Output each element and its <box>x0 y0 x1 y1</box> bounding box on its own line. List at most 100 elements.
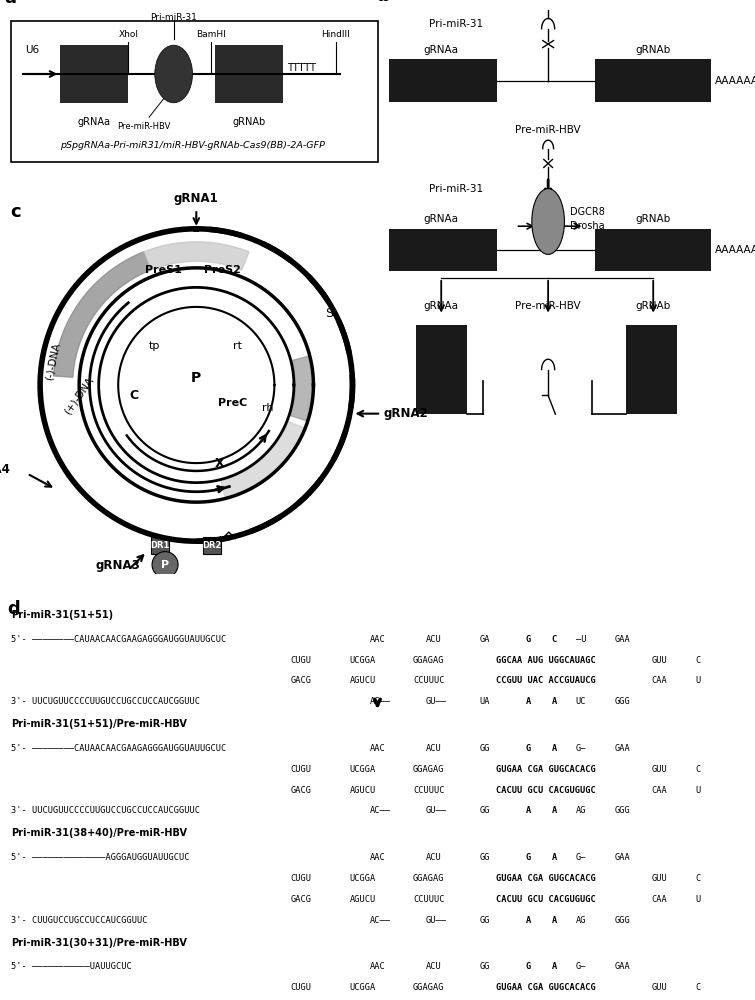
Text: –U: –U <box>576 635 587 644</box>
Polygon shape <box>221 421 305 498</box>
Text: gRNAb: gRNAb <box>636 45 671 55</box>
Text: PreC: PreC <box>218 398 248 408</box>
Text: CUGU: CUGU <box>290 983 311 992</box>
Text: AC––: AC–– <box>370 916 391 925</box>
Text: UA: UA <box>479 697 490 706</box>
Text: CCUUUC: CCUUUC <box>413 676 445 685</box>
Text: GGG: GGG <box>615 916 630 925</box>
Text: Pri-miR-31: Pri-miR-31 <box>150 13 197 22</box>
Text: ACU: ACU <box>426 962 442 971</box>
Text: A: A <box>525 916 531 925</box>
Text: gRNA3: gRNA3 <box>96 559 140 572</box>
Text: ACU: ACU <box>426 635 442 644</box>
Text: ACU: ACU <box>426 853 442 862</box>
Text: CCUUUC: CCUUUC <box>413 895 445 904</box>
Text: CUGU: CUGU <box>290 765 311 774</box>
Text: AAC: AAC <box>370 853 386 862</box>
Text: Pre-miR-HBV: Pre-miR-HBV <box>117 122 170 131</box>
Text: rh: rh <box>262 403 273 413</box>
Text: A: A <box>551 916 556 925</box>
Bar <box>389 229 498 271</box>
Text: GA: GA <box>479 635 490 644</box>
Text: AAAAAA: AAAAAA <box>715 76 755 86</box>
Text: A: A <box>551 962 556 971</box>
Text: Pri-miR-31(51+51): Pri-miR-31(51+51) <box>11 610 113 620</box>
Text: 3'- UUCUGUUCCCCUUGUCCUGCCUCCAUCGGUUC: 3'- UUCUGUUCCCCUUGUCCUGCCUCCAUCGGUUC <box>11 697 200 706</box>
Text: GAA: GAA <box>615 744 630 753</box>
Circle shape <box>152 552 178 578</box>
Text: S: S <box>325 307 333 320</box>
Text: d: d <box>8 600 20 618</box>
Bar <box>416 325 467 414</box>
FancyBboxPatch shape <box>151 537 169 554</box>
Text: c: c <box>10 203 21 221</box>
Text: b: b <box>378 0 390 5</box>
Text: pSpgRNAa-Pri-miR31/miR-HBV-gRNAb-Cas9(BB)-2A-GFP: pSpgRNAa-Pri-miR31/miR-HBV-gRNAb-Cas9(BB… <box>60 141 325 150</box>
Text: A: A <box>551 806 556 815</box>
Text: GUU: GUU <box>652 765 667 774</box>
Text: gRNAb: gRNAb <box>636 214 671 224</box>
Text: GGG: GGG <box>615 806 630 815</box>
Text: gRNA2: gRNA2 <box>384 407 429 420</box>
Ellipse shape <box>532 189 565 254</box>
Text: C: C <box>551 635 556 644</box>
Text: CUGU: CUGU <box>290 656 311 665</box>
Text: Pri-miR-31: Pri-miR-31 <box>429 19 483 29</box>
Text: gRNAa: gRNAa <box>78 117 111 127</box>
Text: A: A <box>551 697 556 706</box>
Text: a: a <box>4 0 16 7</box>
Text: GUGAA CGA GUGCACACG: GUGAA CGA GUGCACACG <box>496 874 596 883</box>
Text: AG: AG <box>576 806 587 815</box>
Text: gRNAb: gRNAb <box>636 301 671 311</box>
Text: 3'- UUCUGUUCCCCUUGUCCUGCCUCCAUCGGUUC: 3'- UUCUGUUCCCCUUGUCCUGCCUCCAUCGGUUC <box>11 806 200 815</box>
Text: AGUCU: AGUCU <box>350 676 376 685</box>
Polygon shape <box>143 242 249 270</box>
Text: Pri-miR-31: Pri-miR-31 <box>429 184 483 194</box>
Text: C: C <box>695 874 701 883</box>
Text: GG: GG <box>479 853 490 862</box>
Text: A: A <box>525 697 531 706</box>
Bar <box>595 59 711 102</box>
Text: XhoI: XhoI <box>119 30 138 39</box>
Text: 5'- ––––––––CAUAACAACGAAGAGGGAUGGUAUUGCUC: 5'- ––––––––CAUAACAACGAAGAGGGAUGGUAUUGCU… <box>11 744 226 753</box>
Text: AC––: AC–– <box>370 806 391 815</box>
Text: gRNA1: gRNA1 <box>174 192 219 205</box>
Text: (-)-DNA: (-)-DNA <box>45 342 62 381</box>
Text: C: C <box>695 765 701 774</box>
Text: U: U <box>695 895 701 904</box>
Text: Pri-miR-31(38+40)/Pre-miR-HBV: Pri-miR-31(38+40)/Pre-miR-HBV <box>11 828 187 838</box>
Text: GACG: GACG <box>290 895 311 904</box>
Text: G–: G– <box>576 853 587 862</box>
Text: GAA: GAA <box>615 962 630 971</box>
Text: G: G <box>525 962 531 971</box>
Text: gRNAa: gRNAa <box>424 301 459 311</box>
Polygon shape <box>54 252 151 377</box>
Text: P: P <box>191 371 202 385</box>
Text: C: C <box>129 389 138 402</box>
Text: AGUCU: AGUCU <box>350 895 376 904</box>
Bar <box>389 59 498 102</box>
Text: Drosha: Drosha <box>570 221 605 231</box>
Bar <box>60 45 128 103</box>
Text: GUGAA CGA GUGCACACG: GUGAA CGA GUGCACACG <box>496 983 596 992</box>
Text: Pri-miR-31(30+31)/Pre-miR-HBV: Pri-miR-31(30+31)/Pre-miR-HBV <box>11 938 187 948</box>
Text: CAA: CAA <box>652 676 667 685</box>
Text: AAAAAA: AAAAAA <box>715 245 755 255</box>
Text: gRNAb: gRNAb <box>233 117 266 127</box>
Text: Pre-miR-HBV: Pre-miR-HBV <box>516 125 581 135</box>
Text: C: C <box>695 983 701 992</box>
Bar <box>626 325 676 414</box>
Text: DR1: DR1 <box>150 541 170 550</box>
Text: gRNA4: gRNA4 <box>0 463 10 476</box>
Bar <box>595 229 711 271</box>
Text: HindIII: HindIII <box>322 30 350 39</box>
Text: CACUU GCU CACGUGUGC: CACUU GCU CACGUGUGC <box>496 895 596 904</box>
Text: GUU: GUU <box>652 656 667 665</box>
Text: CAA: CAA <box>652 786 667 795</box>
Text: gRNAa: gRNAa <box>424 214 459 224</box>
Text: GAA: GAA <box>615 853 630 862</box>
Text: ACU: ACU <box>426 744 442 753</box>
Text: U: U <box>695 786 701 795</box>
Text: X: X <box>215 457 224 470</box>
Text: GG: GG <box>479 806 490 815</box>
